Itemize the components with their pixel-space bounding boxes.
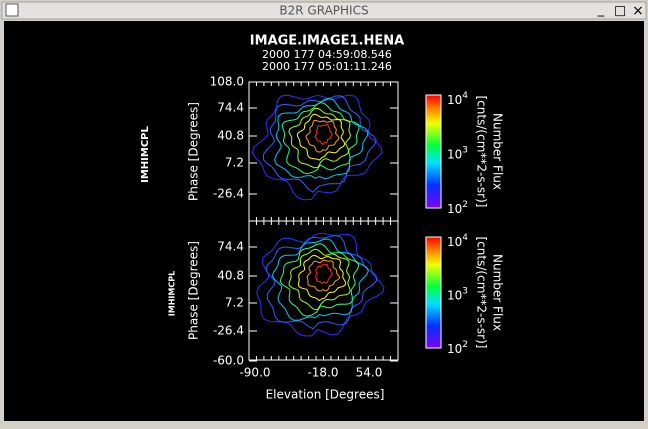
colorbar-label-base: 10 xyxy=(447,288,462,302)
contour-line xyxy=(256,232,385,337)
contour-line xyxy=(265,234,378,330)
colorbar-label-exponent: 4 xyxy=(462,233,468,243)
colorbar xyxy=(425,236,442,349)
contour-line xyxy=(288,107,351,169)
contour-line xyxy=(274,97,369,180)
colorbar-title: Number Flux xyxy=(491,113,505,190)
contour-line xyxy=(279,243,360,317)
panel-name: IMHIMCPL xyxy=(168,271,177,316)
y-tick-label: 7.2 xyxy=(225,296,244,310)
minimize-button[interactable]: _ xyxy=(597,3,605,18)
contour-line xyxy=(314,123,333,146)
y-tick-label: 74.4 xyxy=(217,101,244,115)
contour-line xyxy=(306,259,341,292)
y-tick-label: -60.0 xyxy=(213,354,244,368)
y-tick-label: -26.4 xyxy=(213,324,244,338)
contour-line xyxy=(297,254,347,302)
y-tick-label: 74.4 xyxy=(217,240,244,254)
y-tick-label: 40.8 xyxy=(217,129,244,143)
plot-title: IMAGE.IMAGE1.HENA xyxy=(250,34,404,49)
contour-line xyxy=(305,119,340,153)
y-axis-label: Phase [Degrees] xyxy=(187,241,201,340)
colorbar-label: 104 xyxy=(447,91,468,107)
colorbar-label-exponent: 2 xyxy=(462,200,468,210)
time-line: 2000 177 04:59:08.546 xyxy=(262,48,392,61)
close-button[interactable]: × xyxy=(632,3,644,19)
x-tick-label: 54.0 xyxy=(356,366,383,380)
y-axis-label: Phase [Degrees] xyxy=(187,102,201,201)
colorbar-label: 104 xyxy=(447,233,468,249)
colorbar-label-exponent: 3 xyxy=(462,145,468,155)
y-tick-label: 40.8 xyxy=(217,269,244,283)
colorbar-label-base: 10 xyxy=(447,147,462,161)
colorbar-label-exponent: 2 xyxy=(462,340,468,350)
colorbar-label-exponent: 3 xyxy=(462,286,468,296)
y-tick-label: 7.2 xyxy=(225,156,244,170)
contour-line xyxy=(288,248,351,311)
time-line: 2000 177 05:01:11.246 xyxy=(262,60,392,73)
x-tick-label: -90.0 xyxy=(239,366,270,380)
colorbar-label-exponent: 4 xyxy=(462,91,468,101)
colorbar-label: 102 xyxy=(447,340,468,356)
x-axis-label: Elevation [Degrees] xyxy=(266,388,385,402)
colorbar xyxy=(425,94,442,209)
contour-line xyxy=(262,95,377,193)
title-bar xyxy=(1,1,647,20)
contour-line xyxy=(315,263,333,285)
y-tick-label: -26.4 xyxy=(213,187,244,201)
contour-line xyxy=(251,94,383,201)
colorbar-label: 103 xyxy=(447,145,468,161)
maximize-button[interactable]: □ xyxy=(614,4,626,19)
window-icon[interactable] xyxy=(5,3,19,17)
x-tick-label: -18.0 xyxy=(307,366,338,380)
window-title: B2R GRAPHICS xyxy=(279,4,368,18)
colorbar-label-base: 10 xyxy=(447,202,462,216)
panel-name: IMHIMCPL xyxy=(140,126,151,183)
colorbar-label-base: 10 xyxy=(447,235,462,249)
colorbar-title: Number Flux xyxy=(491,254,505,331)
contour-line xyxy=(296,113,346,161)
colorbar-label: 103 xyxy=(447,286,468,302)
colorbar-units: [cnts/(cm**2-s-sr)] xyxy=(475,96,489,208)
colorbar-units: [cnts/(cm**2-s-sr)] xyxy=(475,237,489,349)
colorbar-label: 102 xyxy=(447,200,468,216)
colorbar-label-base: 10 xyxy=(447,342,462,356)
contour-line xyxy=(271,238,369,321)
contour-line xyxy=(281,102,360,175)
y-tick-label: 108.0 xyxy=(210,75,244,89)
colorbar-label-base: 10 xyxy=(447,93,462,107)
